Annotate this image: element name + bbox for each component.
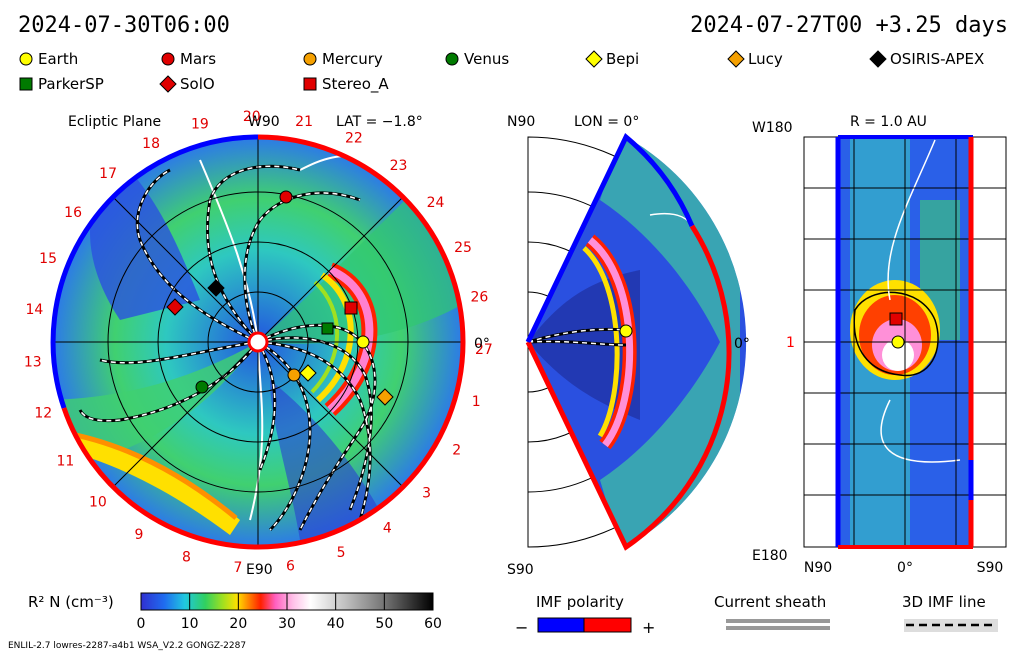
ecliptic-title: Ecliptic Plane xyxy=(68,114,161,130)
field-label: 3D IMF line xyxy=(902,593,986,611)
legend-marker-mercury xyxy=(303,52,317,66)
sector-label: 12 xyxy=(34,406,52,422)
legend-label-venus: Venus xyxy=(464,50,509,68)
ecliptic-right: 0° xyxy=(474,336,490,352)
colorbar-ticks: 0 10 20 30 40 50 60 xyxy=(137,593,442,632)
ecliptic-top: W90 xyxy=(248,114,280,130)
imf-positive-swatch xyxy=(583,617,632,633)
sector-label: 21 xyxy=(295,114,313,130)
colorbar-tick-label: 60 xyxy=(424,616,442,632)
colorbar-tick-label: 10 xyxy=(181,616,199,632)
imf-minus: − xyxy=(515,618,528,637)
sheath-label: Current sheath xyxy=(714,593,826,611)
legend-marker-venus xyxy=(445,52,459,66)
legend-label-mars: Mars xyxy=(180,50,216,68)
sphere-left-mid: 1 xyxy=(786,335,795,351)
sector-label: 24 xyxy=(427,195,445,211)
sector-numbers: 19 20 212223242526271234567891011121314151… xyxy=(24,109,493,576)
sector-label: 11 xyxy=(56,453,74,469)
legend-label-mercury: Mercury xyxy=(322,50,383,68)
legend-label-lucy: Lucy xyxy=(748,50,783,68)
legend-marker-osiris-apex xyxy=(869,50,887,68)
legend: Earth Mars Mercury Venus Bepi Lucy OSIRIS-APEX… xyxy=(19,50,984,94)
footer: ENLIL-2.7 lowres-2287-a4b1 WSA_V2.2 GONG… xyxy=(8,641,246,651)
sector-label: 8 xyxy=(182,549,191,565)
legend-marker-stereo_a xyxy=(303,77,317,91)
sphere-top-left: W180 xyxy=(752,120,793,136)
legend-marker-earth xyxy=(19,52,33,66)
sim-time: 2024-07-30T06:00 xyxy=(18,13,230,38)
legend-marker-bepi xyxy=(585,50,603,68)
sector-label: 4 xyxy=(383,520,392,536)
legend-label-solo: SolO xyxy=(180,75,215,93)
sector-label: 18 xyxy=(142,136,160,152)
meridional-panel xyxy=(525,133,747,551)
ecliptic-lat: LAT = −1.8° xyxy=(336,114,423,130)
sector-label: 15 xyxy=(39,251,57,267)
sector-label: 20 xyxy=(243,109,261,125)
sector-label: 14 xyxy=(25,302,43,318)
legend-marker-solo xyxy=(159,75,177,93)
sheath-swatch-2 xyxy=(726,626,830,630)
ecliptic-bottom: E90 xyxy=(246,562,273,578)
sector-label: 9 xyxy=(135,527,144,543)
sheath-swatch-1 xyxy=(726,619,830,623)
sector-label: 16 xyxy=(64,205,82,221)
sphere-panel xyxy=(803,135,1007,549)
legend-label-parkersp: ParkerSP xyxy=(38,75,104,93)
legend-marker-mars xyxy=(161,52,175,66)
meridional-top: N90 xyxy=(507,114,535,130)
legend-label-bepi: Bepi xyxy=(606,50,639,68)
legend-marker-lucy xyxy=(727,50,745,68)
sector-label: 2 xyxy=(452,443,461,459)
colorbar-tick-label: 50 xyxy=(375,616,393,632)
meridional-right: 0° xyxy=(734,336,750,352)
sector-label: 26 xyxy=(470,290,488,306)
colorbar-label: R² N (cm⁻³) xyxy=(28,593,114,611)
sector-label: 10 xyxy=(89,495,107,511)
ecliptic-panel xyxy=(50,134,466,550)
sector-label: 5 xyxy=(337,545,346,561)
colorbar-tick-label: 20 xyxy=(229,616,247,632)
imf-plus: + xyxy=(642,618,655,637)
ref-time: 2024-07-27T00 +3.25 days xyxy=(690,13,1008,38)
colorbar-tick-label: 40 xyxy=(327,616,345,632)
sphere-x-tick: 0° xyxy=(897,560,913,576)
sector-label: 27 xyxy=(475,342,493,358)
sector-label: 6 xyxy=(286,559,295,575)
colorbar-tick-label: 30 xyxy=(278,616,296,632)
imf-label: IMF polarity xyxy=(536,593,624,611)
colorbar-tick-label: 0 xyxy=(137,616,146,632)
sector-label: 13 xyxy=(24,354,42,370)
legend-label-osiris-apex: OSIRIS-APEX xyxy=(890,50,984,68)
sphere-x-tick: S90 xyxy=(977,560,1004,576)
legend-label-stereo_a: Stereo_A xyxy=(322,75,389,94)
markers xyxy=(166,190,905,406)
sector-label: 19 xyxy=(191,117,209,133)
sphere-x-tick: N90 xyxy=(804,560,832,576)
sector-label: 22 xyxy=(345,130,363,146)
legend-marker-parkersp xyxy=(19,77,33,91)
meridional-lon: LON = 0° xyxy=(574,114,639,130)
sphere-x-axis: N90 0° S90 xyxy=(804,560,1004,576)
legend-label-earth: Earth xyxy=(38,50,78,68)
sector-label: 23 xyxy=(390,158,408,174)
sector-label: 25 xyxy=(454,240,472,256)
sector-label: 1 xyxy=(472,394,481,410)
sector-label: 7 xyxy=(233,560,242,576)
sphere-title: R = 1.0 AU xyxy=(850,114,927,130)
sector-label: 17 xyxy=(99,166,117,182)
meridional-bottom: S90 xyxy=(507,562,534,578)
sphere-bottom-left: E180 xyxy=(752,548,788,564)
sector-label: 3 xyxy=(422,486,431,502)
imf-negative-swatch xyxy=(537,617,585,633)
